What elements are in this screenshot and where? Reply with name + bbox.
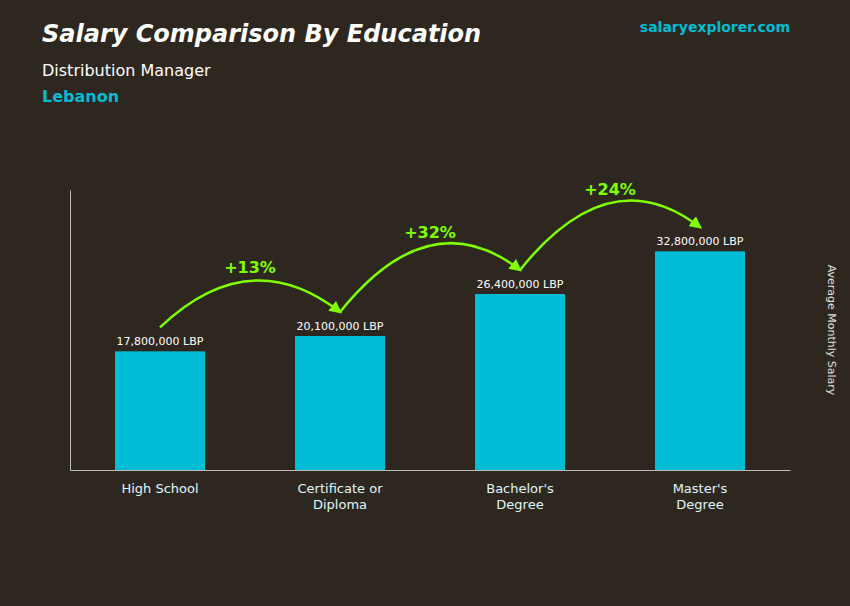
y-axis-line	[70, 191, 71, 471]
x-tick: Master'sDegree	[673, 481, 728, 512]
bar	[115, 351, 205, 470]
title: Salary Comparison By Education	[42, 20, 481, 48]
x-tick-label: Master'sDegree	[673, 481, 728, 512]
bar	[295, 336, 385, 470]
change-arrow	[340, 243, 520, 312]
x-tick-label: High School	[121, 481, 198, 496]
bar	[475, 294, 565, 470]
x-tick-label: Certificate orDiploma	[298, 481, 384, 512]
data-label: 20,100,000 LBP	[297, 320, 384, 333]
x-tick-label-line: Certificate or	[298, 481, 384, 496]
x-tick: Certificate orDiploma	[298, 481, 384, 512]
data-label: 17,800,000 LBP	[117, 335, 204, 348]
y-axis	[70, 191, 71, 471]
background	[0, 0, 850, 606]
x-tick: High School	[121, 481, 198, 496]
x-tick-label: Bachelor'sDegree	[486, 481, 554, 512]
change-arrow	[160, 280, 340, 327]
x-tick-label-line: Bachelor's	[486, 481, 554, 496]
x-tick-label-line: High School	[121, 481, 198, 496]
y-axis-title: Average Monthly Salary	[825, 265, 838, 396]
change-label: +13%	[224, 258, 276, 277]
annotation: Lebanon	[42, 87, 119, 106]
change-label: +24%	[584, 180, 636, 199]
x-axis: High School Certificate orDiploma Bachelor…	[71, 471, 791, 513]
x-axis-line	[71, 470, 791, 471]
x-tick-label-line: Diploma	[313, 497, 367, 512]
x-tick: Bachelor'sDegree	[486, 481, 554, 512]
x-tick-label-line: Degree	[496, 497, 543, 512]
change-arrows: +13% +32% +24%	[160, 180, 700, 327]
x-tick-label-line: Master's	[673, 481, 728, 496]
watermark: salaryexplorer.com	[640, 19, 790, 35]
data-label: 26,400,000 LBP	[477, 278, 564, 291]
data-label: 32,800,000 LBP	[657, 235, 744, 248]
chart-container: Salary Comparison By Education Distributi…	[0, 0, 850, 606]
change-arrow	[520, 201, 700, 270]
bar	[655, 251, 745, 470]
chart-svg: Salary Comparison By Education Distributi…	[0, 0, 850, 606]
x-tick-label-line: Degree	[676, 497, 723, 512]
subtitle: Distribution Manager	[42, 61, 211, 80]
data-labels: 17,800,000 LBP 20,100,000 LBP 26,400,000 L…	[117, 235, 744, 348]
bars	[115, 251, 745, 470]
change-label: +32%	[404, 223, 456, 242]
